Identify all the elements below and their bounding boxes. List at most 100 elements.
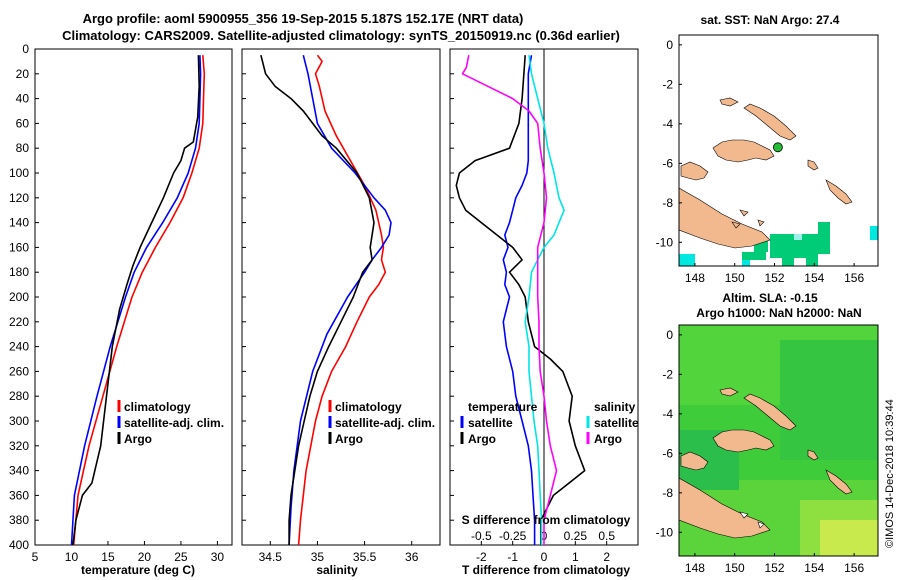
sst-map-panel: sat. SST: NaN Argo: 27.4 — [656, 13, 879, 285]
salinity-line-satellite-adj-clim- — [288, 55, 392, 545]
temperature-panel: 0 20 40 60 80 100 120 140 160 180 200 220 240 260 280 3… — [9, 42, 233, 577]
land-solomon-islands — [825, 469, 853, 495]
temperature-line-satellite-adj-clim- — [70, 55, 202, 545]
salinity-plot-frame — [241, 48, 441, 546]
land-small-islands — [731, 209, 765, 229]
x-tick-label: 34.5 — [259, 550, 283, 564]
land-new-ireland — [743, 103, 797, 141]
legend-argo-label: Argo — [124, 432, 152, 446]
difference-legend: temperature satellite Argo salinity sate… — [460, 400, 639, 446]
temperature-series — [70, 55, 206, 545]
imos-timestamp: ©IMOS 14-Dec-2018 10:39:44 — [884, 399, 896, 548]
x-tick-label: 15 — [101, 550, 115, 564]
difference-line-s-argo — [461, 55, 558, 545]
difference-line-s-satellite — [524, 55, 565, 545]
land-papua-peninsula — [679, 187, 771, 249]
t-difference-label: T difference from climatology — [462, 563, 630, 577]
sst-cell-cyan — [870, 226, 878, 240]
temperature-legend: climatology satellite-adj. clim. Argo — [117, 400, 224, 446]
temperature-x-axis: 5 10 15 20 25 30 — [32, 541, 225, 564]
depth-axis: 0 20 40 60 80 100 120 140 160 180 200 220 240 260 280 3… — [9, 42, 39, 552]
sst-cell — [818, 222, 830, 234]
sst-cell-cyan — [742, 260, 750, 266]
argo-position-marker — [773, 142, 783, 153]
sla-field-yellow — [820, 520, 878, 556]
difference-depth-ticks — [450, 48, 454, 546]
map-y-tick-label: -6 — [662, 156, 673, 170]
map-y-tick-label: -10 — [656, 525, 674, 539]
sst-cell — [770, 246, 818, 258]
difference-series — [455, 49, 586, 545]
depth-tick-label: 280 — [9, 389, 29, 403]
x-tick-label: 30 — [211, 550, 225, 564]
sst-map-frame — [678, 34, 879, 267]
land-new-britain — [712, 139, 775, 163]
legend-satellite-label: satellite-adj. clim. — [124, 416, 224, 430]
depth-tick-label: 100 — [9, 166, 29, 180]
legend-t-argo-label: Argo — [468, 432, 496, 446]
legend-climatology-label: climatology — [124, 400, 191, 414]
map-x-tick-label: 156 — [844, 561, 864, 575]
sla-map-axes: 148 150 152 154 156 0 -2 -4 -6 -8 -10 — [656, 328, 865, 575]
sla-map-subtitle: Argo h1000: NaN h2000: NaN — [696, 306, 861, 320]
s-difference-label: S difference from climatology — [462, 513, 631, 527]
depth-tick-label: 220 — [9, 315, 29, 329]
map-y-tick-label: -8 — [662, 196, 673, 210]
legend-t-satellite-label: satellite — [468, 416, 513, 430]
x-tick-label: 20 — [138, 550, 152, 564]
difference-line-t-satellite — [502, 55, 536, 545]
salinity-depth-ticks — [242, 48, 246, 546]
land-new-guinea — [680, 161, 709, 181]
depth-tick-label: 380 — [9, 513, 29, 527]
legend-s-satellite-label: satellite — [594, 416, 639, 430]
sla-land — [679, 387, 853, 539]
x-tick-label: 36 — [405, 550, 419, 564]
map-x-tick-label: 152 — [765, 561, 785, 575]
sst-data-cells — [679, 222, 878, 266]
sla-field-east — [780, 340, 878, 460]
s-tick-label: -0.5 — [471, 529, 492, 543]
x-tick-label: -2 — [476, 550, 487, 564]
depth-tick-label: 260 — [9, 364, 29, 378]
x-tick-label: 35 — [311, 550, 325, 564]
sst-cell-cyan — [679, 254, 695, 266]
land-solomon-islands — [825, 179, 853, 205]
salinity-line-climatology — [297, 54, 387, 545]
sst-cell — [806, 258, 818, 266]
map-y-tick-label: -2 — [662, 77, 673, 91]
depth-tick-label: 320 — [9, 439, 29, 453]
sst-cell — [782, 258, 794, 266]
sst-map-title: sat. SST: NaN Argo: 27.4 — [701, 13, 840, 27]
sal-legend-argo-label: Argo — [335, 432, 363, 446]
land-manus — [719, 387, 739, 397]
map-x-tick-label: 154 — [804, 561, 824, 575]
depth-tick-label: 120 — [9, 191, 29, 205]
sla-map-title: Altim. SLA: -0.15 — [722, 291, 818, 305]
legend-s-argo-label: Argo — [594, 432, 622, 446]
figure-title-line1: Argo profile: aoml 5900955_356 19-Sep-20… — [83, 11, 524, 26]
x-tick-label: 10 — [65, 550, 79, 564]
map-x-tick-label: 150 — [725, 561, 745, 575]
temperature-x-label: temperature (deg C) — [81, 563, 195, 577]
depth-tick-label: 80 — [16, 141, 30, 155]
s-tick-label: -0.25 — [499, 529, 527, 543]
x-tick-label: 35.5 — [353, 550, 377, 564]
depth-tick-label: 200 — [9, 290, 29, 304]
salinity-panel: 34.5 35 35.5 36 salinity climatology satell… — [241, 48, 441, 577]
map-y-tick-label: 0 — [666, 38, 673, 52]
land-new-ireland — [743, 393, 797, 431]
map-y-tick-label: 0 — [666, 328, 673, 342]
sst-map-content — [679, 97, 878, 266]
sla-map-panel: Altim. SLA: -0.15 Argo h1000: NaN h2000:… — [656, 291, 879, 575]
depth-tick-label: 140 — [9, 216, 29, 230]
map-x-tick-label: 148 — [685, 561, 705, 575]
map-y-tick-label: -4 — [662, 117, 673, 131]
depth-tick-label: 400 — [9, 538, 29, 552]
temperature-line-climatology — [72, 55, 206, 545]
depth-tick-label: 180 — [9, 265, 29, 279]
depth-tick-label: 360 — [9, 488, 29, 502]
depth-tick-label: 0 — [22, 42, 29, 56]
